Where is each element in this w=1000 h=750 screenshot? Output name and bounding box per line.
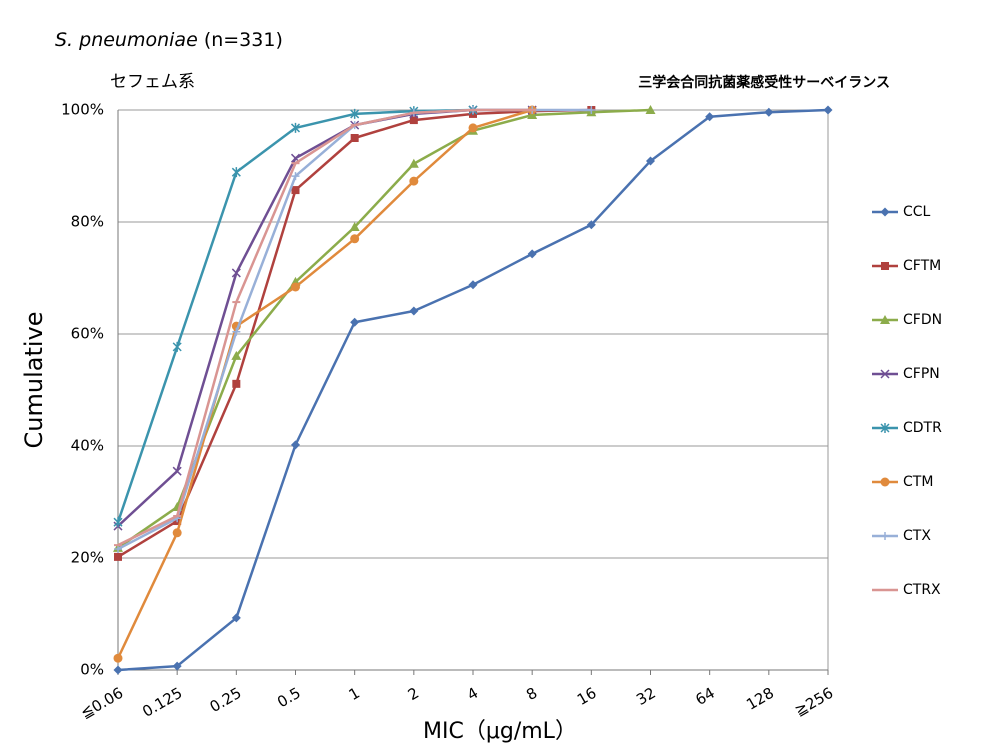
marker: [408, 158, 419, 168]
series-line: [117, 108, 651, 549]
x-tick-label: 4: [464, 684, 481, 704]
marker: [231, 167, 241, 178]
x-tick-label: ≦0.06: [77, 684, 126, 723]
legend-entry: CTX: [872, 528, 931, 544]
marker: [645, 105, 656, 114]
marker: [291, 172, 300, 181]
marker: [527, 110, 538, 120]
marker: [291, 282, 300, 292]
marker: [468, 280, 478, 290]
title-species: S. pneumoniae: [55, 29, 198, 51]
legend-label: CTRX: [903, 582, 941, 598]
marker: [232, 379, 241, 388]
series-line: [116, 108, 474, 523]
x-tick-label: 0.25: [207, 684, 245, 716]
legend-label: CDTR: [903, 420, 942, 436]
x-tick-label: 32: [633, 684, 659, 709]
legend-entry: CFDN: [872, 312, 942, 328]
legend-entry: CCL: [872, 204, 931, 220]
marker: [409, 116, 418, 125]
annotation: 三学会合同抗菌薬感受性サーベイランス: [638, 74, 890, 91]
x-tick-label: 2: [405, 684, 422, 704]
marker: [880, 477, 890, 487]
series-line: [116, 108, 533, 659]
legend-entry: CFTM: [872, 258, 941, 274]
legend-label: CFTM: [903, 258, 941, 274]
legend-label: CTM: [903, 474, 933, 490]
marker: [350, 317, 360, 327]
x-tick-label: ≧256: [792, 684, 837, 720]
marker: [172, 466, 182, 476]
x-tick-label: 0.5: [274, 684, 304, 712]
series-line: [117, 108, 592, 551]
marker: [113, 653, 123, 663]
marker: [231, 613, 241, 623]
subtitle: セフェム系: [110, 72, 195, 92]
x-axis-label: MIC（μg/mL）: [423, 719, 577, 744]
legend-label: CFPN: [903, 366, 940, 382]
y-tick-label: 20%: [71, 549, 104, 567]
y-tick-label: 40%: [71, 437, 104, 455]
marker: [290, 122, 301, 133]
marker: [172, 528, 182, 538]
marker: [468, 123, 478, 133]
x-tick-label: 128: [743, 684, 777, 714]
legend-entry: CDTR: [872, 420, 942, 436]
marker: [291, 186, 300, 195]
marker: [764, 107, 774, 117]
marker: [646, 156, 655, 166]
x-tick-label: 0.125: [139, 684, 185, 721]
marker: [880, 315, 890, 324]
x-tick-label: 16: [574, 684, 600, 709]
x-tick-label: 1: [346, 684, 363, 704]
marker: [881, 532, 889, 540]
marker: [527, 249, 537, 259]
marker: [172, 341, 182, 352]
x-tick-label: 8: [523, 684, 540, 704]
marker: [350, 234, 360, 244]
y-tick-label: 60%: [71, 325, 104, 343]
legend-label: CCL: [903, 204, 931, 220]
marker: [880, 423, 890, 433]
marker: [114, 552, 122, 561]
marker: [349, 222, 360, 232]
x-tick-label: 64: [692, 684, 718, 709]
marker: [350, 134, 359, 142]
y-axis-label: Cumulative: [20, 312, 48, 449]
legend-label: CTX: [903, 528, 931, 544]
marker: [231, 268, 241, 278]
marker: [705, 112, 715, 122]
marker: [880, 369, 890, 379]
y-tick-label: 80%: [71, 213, 104, 231]
legend-label: CFDN: [903, 312, 942, 328]
marker: [113, 665, 123, 675]
chart-title: S. pneumoniae (n=331): [55, 29, 283, 51]
marker: [409, 176, 419, 186]
series-line: [117, 108, 533, 547]
marker: [880, 207, 890, 217]
y-tick-label: 0%: [80, 661, 104, 679]
marker: [823, 105, 833, 115]
marker: [409, 306, 419, 316]
legend-entry: CTRX: [872, 582, 941, 598]
title-suffix: (n=331): [204, 29, 283, 51]
legend-entry: CTM: [872, 474, 933, 490]
marker: [881, 262, 889, 270]
marker: [231, 350, 242, 360]
marker: [172, 661, 182, 671]
marker: [350, 108, 360, 119]
marker: [232, 327, 241, 336]
marker: [586, 220, 596, 230]
marker: [113, 517, 123, 528]
marker: [291, 440, 300, 450]
legend-entry: CFPN: [872, 366, 940, 382]
marker: [587, 106, 596, 114]
y-tick-label: 100%: [61, 101, 104, 119]
marker: [114, 545, 122, 554]
series-line: [117, 108, 829, 672]
series-line: [117, 108, 533, 527]
